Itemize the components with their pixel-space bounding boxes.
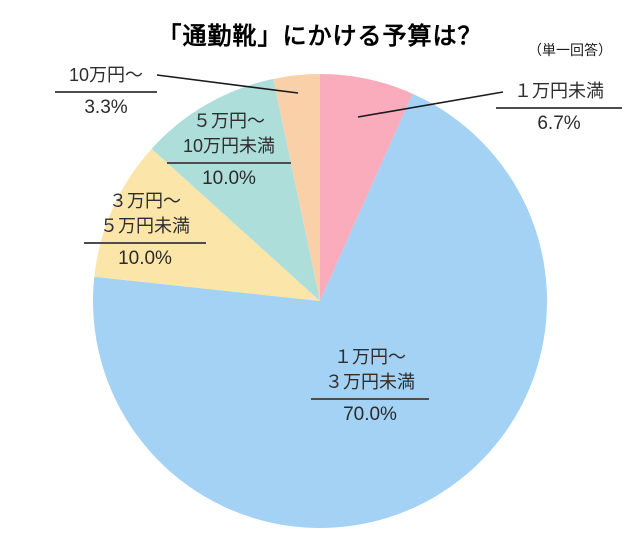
label-slice-50k-100k: ５万円〜 10万円未満 10.0%: [167, 109, 291, 190]
slice-name-line1: １万円〜: [334, 347, 406, 367]
slice-name-line2: ３万円未満: [325, 372, 415, 392]
pie-slice-0: [320, 74, 413, 301]
slice-name-line1: ３万円〜: [109, 191, 181, 211]
pie-slice-3: [151, 78, 320, 301]
slice-name-line1: 10万円〜: [68, 65, 144, 85]
slice-name-line2: ５万円未満: [100, 216, 190, 236]
label-slice-over-100k: 10万円〜 3.3%: [55, 63, 157, 119]
slice-percent: 10.0%: [202, 168, 256, 189]
label-slice-30k-50k: ３万円〜 ５万円未満 10.0%: [84, 189, 206, 270]
slice-percent: 70.0%: [343, 404, 397, 425]
slice-name-line1: ５万円〜: [193, 111, 265, 131]
chart-title: 「通勤靴」にかける予算は？: [157, 23, 483, 50]
slice-percent: 6.7%: [537, 113, 581, 134]
slice-name-line2: 10万円未満: [182, 136, 276, 156]
slice-name-line1: １万円未満: [514, 81, 604, 101]
slice-name: １万円未満: [496, 79, 622, 109]
slice-name: １万円〜 ３万円未満: [311, 345, 429, 400]
pie-slice-1: [92, 93, 547, 529]
pie-slice-4: [273, 74, 320, 301]
leader-line-under-10k: [357, 91, 504, 118]
leader-line-over-100k: [156, 74, 299, 94]
slice-name: ３万円〜 ５万円未満: [84, 189, 206, 244]
answer-type-note: （単一回答）: [528, 42, 612, 58]
slice-name: ５万円〜 10万円未満: [167, 109, 291, 164]
slice-percent: 3.3%: [84, 97, 128, 118]
slice-percent: 10.0%: [118, 248, 172, 269]
pie-slice-2: [94, 148, 320, 301]
label-slice-under-10k: １万円未満 6.7%: [496, 79, 622, 135]
label-slice-10k-30k: １万円〜 ３万円未満 70.0%: [311, 345, 429, 426]
pie-slices: [92, 74, 547, 529]
slice-name: 10万円〜: [55, 63, 157, 93]
